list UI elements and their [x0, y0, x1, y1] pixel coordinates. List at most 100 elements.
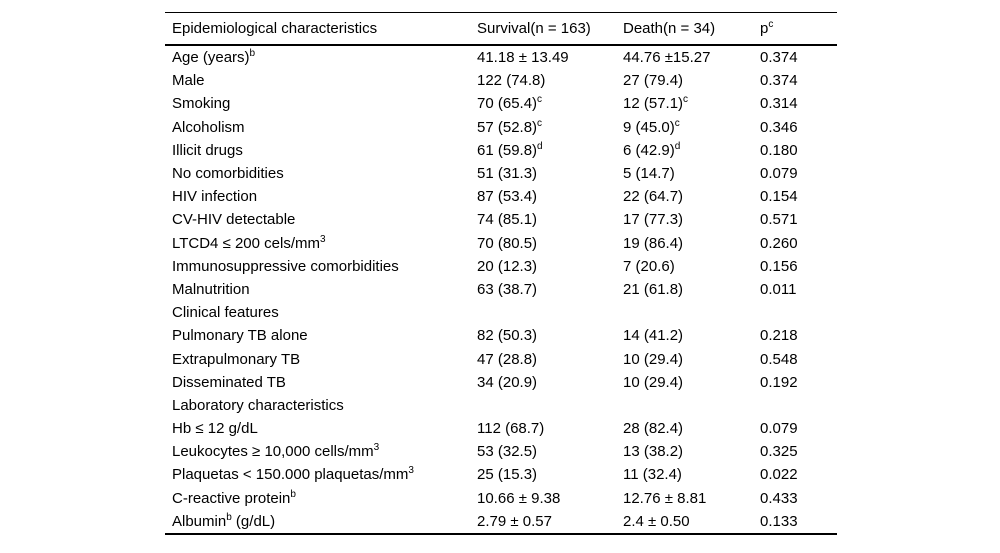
p-value-cell: 0.180: [760, 141, 798, 159]
death-cell: 19 (86.4): [623, 234, 684, 252]
table-row: No comorbidities 51 (31.3) 5 (14.7) 0.079: [165, 162, 837, 185]
column-header-p-value: pc: [760, 12, 837, 46]
table-row: Male 122 (74.8) 27 (79.4) 0.374: [165, 69, 837, 92]
survival-cell: 70 (65.4)c: [477, 94, 543, 113]
p-value-cell: 0.192: [760, 373, 798, 391]
death-cell: 27 (79.4): [623, 72, 684, 90]
death-cell: 10 (29.4): [623, 350, 684, 368]
column-header-survival: Survival(n = 163): [477, 12, 623, 46]
p-value-cell: 0.079: [760, 165, 798, 183]
characteristic-cell: Malnutrition: [172, 280, 250, 298]
survival-cell: 25 (15.3): [477, 466, 538, 484]
death-cell: 6 (42.9)d: [623, 140, 681, 159]
characteristic-cell: Leukocytes ≥ 10,000 cells/mm3: [172, 442, 380, 461]
table-header-row: Epidemiological characteristics Survival(…: [165, 12, 837, 46]
table-row: LTCD4 ≤ 200 cels/mm3 70 (80.5) 19 (86.4) 0.…: [165, 232, 837, 255]
death-cell: 9 (45.0)c: [623, 117, 680, 136]
p-value-cell: 0.325: [760, 443, 798, 461]
p-value-cell: 0.154: [760, 188, 798, 206]
superscript: 3: [373, 442, 380, 454]
p-value-cell: 0.156: [760, 257, 798, 275]
superscript: 3: [320, 233, 326, 245]
p-value-cell: [760, 301, 837, 324]
p-value-cell: 0.011: [760, 280, 797, 298]
p-value-cell: 0.374: [760, 72, 798, 90]
superscript: d: [674, 140, 681, 152]
superscript: 3: [408, 465, 414, 477]
characteristic-cell: Hb ≤ 12 g/dL: [172, 420, 258, 438]
death-cell: [623, 394, 760, 417]
p-value-cell: 0.079: [760, 420, 798, 438]
survival-cell: 10.66 ± 9.38: [477, 489, 561, 507]
death-cell: 21 (61.8): [623, 280, 684, 298]
table-row: Immunosuppressive comorbidities 20 (12.3)…: [165, 255, 837, 278]
death-cell: 7 (20.6): [623, 257, 675, 275]
characteristic-cell: Immunosuppressive comorbidities: [172, 257, 399, 275]
p-value-cell: [760, 394, 837, 417]
table-row: Smoking 70 (65.4)c 12 (57.1)c 0.314: [165, 92, 837, 115]
death-cell: [623, 301, 760, 324]
survival-cell: 53 (32.5): [477, 443, 538, 461]
characteristic-cell: Pulmonary TB alone: [172, 327, 308, 345]
survival-cell: 112 (68.7): [477, 420, 545, 438]
survival-cell: 61 (59.8)d: [477, 140, 543, 159]
table-row: Plaquetas < 150.000 plaquetas/mm3 25 (15.…: [165, 463, 837, 486]
p-value-cell: 0.571: [760, 211, 798, 229]
table-head: Epidemiological characteristics Survival(…: [165, 12, 837, 46]
p-value-cell: 0.314: [760, 95, 798, 113]
survival-cell: 20 (12.3): [477, 257, 538, 275]
death-cell: 5 (14.7): [623, 165, 675, 183]
characteristic-cell: Extrapulmonary TB: [172, 350, 301, 368]
column-header-characteristics: Epidemiological characteristics: [165, 12, 477, 46]
characteristic-cell: Disseminated TB: [172, 373, 286, 391]
survival-cell: [477, 301, 623, 324]
characteristic-cell: No comorbidities: [172, 165, 284, 183]
survival-cell: 2.79 ± 0.57: [477, 512, 552, 530]
table-row: Leukocytes ≥ 10,000 cells/mm3 53 (32.5) 13…: [165, 440, 837, 463]
p-value-cell: 0.346: [760, 118, 798, 136]
characteristic-cell: Smoking: [172, 95, 231, 113]
table-row: Disseminated TB 34 (20.9) 10 (29.4) 0.192: [165, 371, 837, 394]
characteristic-cell: Age (years)b: [172, 48, 256, 67]
p-value-cell: 0.433: [760, 489, 798, 507]
characteristic-cell: CV-HIV detectable: [172, 211, 296, 229]
survival-cell: 57 (52.8)c: [477, 117, 543, 136]
table-row: Illicit drugs 61 (59.8)d 6 (42.9)d 0.180: [165, 139, 837, 162]
characteristic-cell: Alcoholism: [172, 118, 245, 136]
table-row: HIV infection 87 (53.4) 22 (64.7) 0.154: [165, 185, 837, 208]
p-value-cell: 0.260: [760, 234, 798, 252]
p-value-cell: 0.133: [760, 512, 798, 530]
characteristic-cell: LTCD4 ≤ 200 cels/mm3: [172, 233, 326, 252]
table-row: CV-HIV detectable 74 (85.1) 17 (77.3) 0.571: [165, 208, 837, 231]
characteristic-cell: C-reactive proteinb: [172, 488, 296, 507]
characteristic-cell: HIV infection: [172, 188, 258, 206]
p-value-cell: 0.548: [760, 350, 798, 368]
death-cell: 10 (29.4): [623, 373, 684, 391]
survival-cell: 122 (74.8): [477, 72, 546, 90]
survival-cell: 41.18 ± 13.49: [477, 49, 569, 67]
characteristic-cell: Albuminb (g/dL): [172, 511, 276, 530]
section-row: Laboratory characteristics: [165, 394, 837, 417]
superscript: c: [674, 117, 680, 129]
death-cell: 44.76 ±15.27: [623, 49, 711, 67]
death-cell: 28 (82.4): [623, 420, 684, 438]
section-row: Clinical features: [165, 301, 837, 324]
characteristic-cell: Male: [172, 72, 205, 90]
table-row: Malnutrition 63 (38.7) 21 (61.8) 0.011: [165, 278, 837, 301]
survival-cell: [477, 394, 623, 417]
p-value-cell: 0.218: [760, 327, 798, 345]
death-cell: 13 (38.2): [623, 443, 684, 461]
superscript: c: [537, 94, 543, 106]
survival-cell: 74 (85.1): [477, 211, 538, 229]
table-row: Extrapulmonary TB 47 (28.8) 10 (29.4) 0.548: [165, 347, 837, 370]
table-row: Alcoholism 57 (52.8)c 9 (45.0)c 0.346: [165, 116, 837, 139]
death-cell: 2.4 ± 0.50: [623, 512, 690, 530]
death-cell: 12 (57.1)c: [623, 94, 689, 113]
characteristic-cell: Illicit drugs: [172, 141, 243, 159]
death-cell: 12.76 ± 8.81: [623, 489, 707, 507]
survival-cell: 82 (50.3): [477, 327, 538, 345]
superscript: b: [249, 48, 256, 60]
table-row: C-reactive proteinb 10.66 ± 9.38 12.76 ± 8…: [165, 487, 837, 510]
superscript: c: [683, 94, 689, 106]
